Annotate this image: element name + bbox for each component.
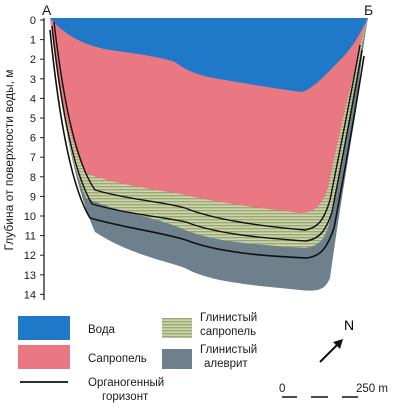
legend-label-organic-1: Органогенный	[88, 377, 164, 389]
north-arrow-icon	[319, 339, 343, 363]
organic-horizon-line-3	[49, 29, 365, 259]
legend-swatch-clay-sapropel	[162, 318, 192, 338]
y-tick-label: 3	[30, 74, 36, 86]
legend-swatch-sapropel	[18, 345, 70, 369]
y-tick-label: 1	[30, 35, 36, 47]
legend-swatch-water	[18, 316, 70, 340]
y-tick-label: 0	[30, 15, 36, 27]
scale-start-label: 0	[279, 383, 285, 395]
legend-label-organic-2: горизонт	[102, 391, 149, 403]
y-tick-label: 12	[24, 250, 36, 262]
water-layer	[50, 18, 368, 92]
y-tick-label: 10	[24, 211, 36, 223]
y-tick-label: 7	[30, 152, 36, 164]
y-tick-label: 14	[24, 289, 36, 301]
legend-label-water: Вода	[88, 324, 116, 336]
legend-label-clay-silt-2: алеврит	[204, 358, 248, 370]
y-tick-label: 9	[30, 191, 36, 203]
legend-label-clay-sapropel-1: Глинистый	[200, 312, 257, 324]
y-tick-label: 2	[30, 54, 36, 66]
corner-label-b: Б	[364, 2, 373, 18]
legend-label-clay-silt-1: Глинистый	[200, 344, 257, 356]
scale-end-label: 250 m	[356, 383, 388, 395]
y-axis-label: Глубина от поверхности воды, м	[2, 69, 16, 250]
legend-label-sapropel: Сапропель	[88, 353, 147, 365]
y-tick-label: 11	[25, 231, 36, 243]
y-tick-label: 8	[30, 172, 36, 184]
organic-horizon-line-2	[51, 25, 363, 242]
organic-horizon-line-1	[53, 21, 361, 231]
y-tick-label: 6	[30, 133, 36, 145]
legend-label-clay-sapropel-2: сапропель	[200, 326, 256, 338]
y-tick-label: 5	[30, 113, 36, 125]
y-tick-label: 4	[30, 93, 36, 105]
corner-label-a: А	[42, 2, 52, 18]
y-tick-label: 13	[24, 270, 36, 282]
legend-swatch-clay-silt	[162, 349, 192, 369]
north-label: N	[344, 317, 354, 333]
